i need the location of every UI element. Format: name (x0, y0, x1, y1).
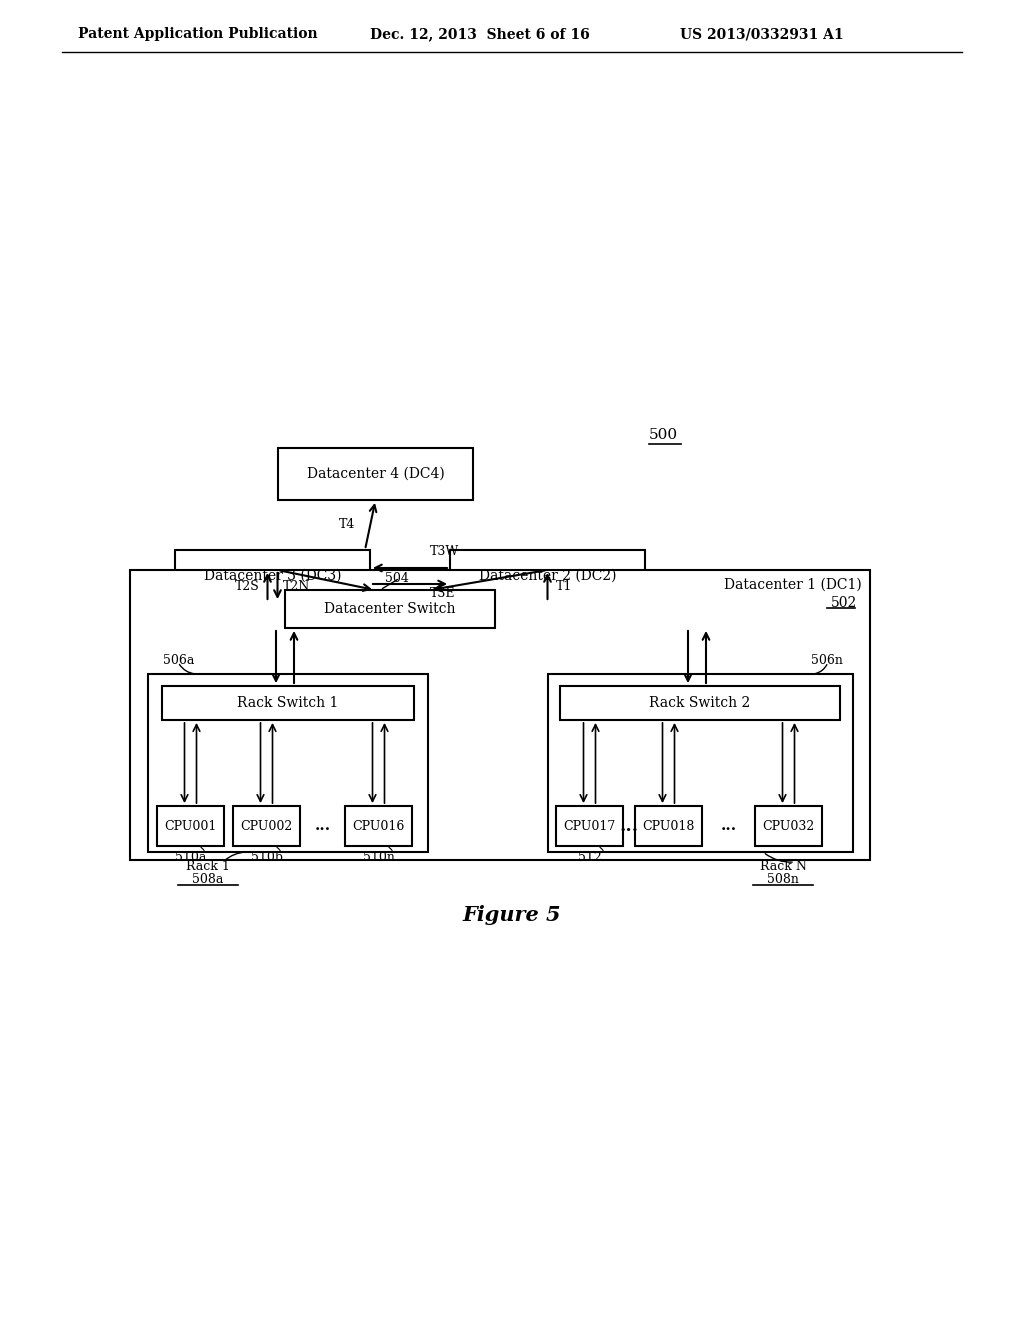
Text: CPU032: CPU032 (763, 820, 815, 833)
Text: 508a: 508a (193, 873, 223, 886)
Text: Rack Switch 2: Rack Switch 2 (649, 696, 751, 710)
Text: 510b: 510b (251, 851, 283, 865)
Bar (148, 675, 428, 851)
Bar (233, 807, 300, 846)
Bar (162, 686, 414, 719)
Text: T3E: T3E (430, 587, 456, 601)
Bar (175, 550, 370, 602)
Text: Dec. 12, 2013  Sheet 6 of 16: Dec. 12, 2013 Sheet 6 of 16 (370, 26, 590, 41)
Bar (285, 590, 495, 628)
Text: 500: 500 (649, 428, 678, 442)
Text: Datacenter 2 (DC2): Datacenter 2 (DC2) (479, 569, 616, 583)
Bar (635, 807, 702, 846)
Text: CPU002: CPU002 (241, 820, 293, 833)
Text: 506a: 506a (163, 653, 195, 667)
Text: T2S: T2S (234, 579, 259, 593)
Bar (755, 807, 822, 846)
Bar (450, 550, 645, 602)
Text: Rack Switch 1: Rack Switch 1 (238, 696, 339, 710)
Text: T1: T1 (555, 579, 571, 593)
Text: ...: ... (314, 818, 331, 833)
Text: Datacenter Switch: Datacenter Switch (325, 602, 456, 616)
Text: Datacenter 3 (DC3): Datacenter 3 (DC3) (204, 569, 341, 583)
Text: T2N: T2N (283, 579, 309, 593)
Text: 508n: 508n (767, 873, 799, 886)
Bar (345, 807, 412, 846)
Bar (278, 447, 473, 500)
Bar (556, 807, 623, 846)
Text: CPU016: CPU016 (352, 820, 404, 833)
Bar (130, 570, 870, 861)
Bar (548, 675, 853, 851)
Text: ...: ... (620, 817, 639, 836)
Text: T3W: T3W (430, 545, 459, 558)
Text: 510a: 510a (175, 851, 206, 865)
Text: Figure 5: Figure 5 (463, 906, 561, 925)
Text: 506n: 506n (811, 653, 843, 667)
Text: T4: T4 (339, 519, 355, 532)
Text: ...: ... (721, 818, 736, 833)
Text: Rack N: Rack N (760, 861, 807, 873)
Bar (560, 686, 840, 719)
Text: 504: 504 (385, 572, 409, 585)
Text: Datacenter 4 (DC4): Datacenter 4 (DC4) (306, 467, 444, 480)
Text: 512: 512 (578, 851, 601, 865)
Text: Patent Application Publication: Patent Application Publication (78, 26, 317, 41)
Text: 510n: 510n (362, 851, 394, 865)
Bar (157, 807, 224, 846)
Text: CPU017: CPU017 (563, 820, 615, 833)
Text: CPU018: CPU018 (642, 820, 694, 833)
Text: CPU001: CPU001 (164, 820, 217, 833)
Text: Datacenter 1 (DC1): Datacenter 1 (DC1) (724, 578, 862, 591)
Text: Rack 1: Rack 1 (186, 861, 230, 873)
Text: 502: 502 (830, 597, 857, 610)
Text: US 2013/0332931 A1: US 2013/0332931 A1 (680, 26, 844, 41)
